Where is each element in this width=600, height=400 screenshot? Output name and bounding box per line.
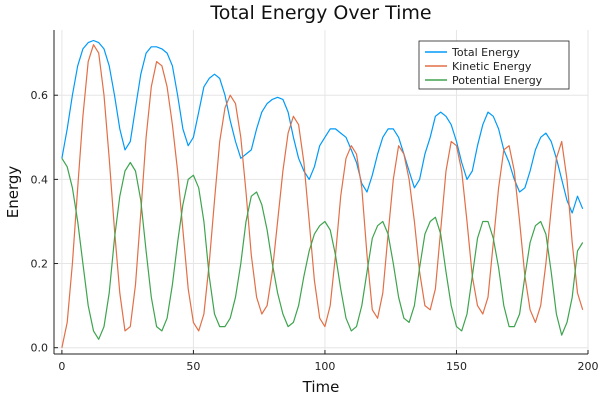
x-tick-label: 0: [58, 360, 65, 373]
series-line-potential-energy: [61, 157, 584, 340]
legend-label: Kinetic Energy: [452, 60, 532, 73]
legend-label: Total Energy: [451, 46, 520, 59]
x-tick-label: 50: [186, 360, 200, 373]
x-tick-label: 100: [314, 360, 335, 373]
ticks: 0 50 100 150 200 0.0 0.2 0.4 0.6: [31, 89, 599, 373]
y-tick-label: 0.6: [31, 89, 49, 102]
series-line-total-energy: [61, 39, 584, 214]
legend-box: [418, 40, 570, 90]
chart-title: Total Energy Over Time: [209, 2, 431, 24]
series-layer: [61, 39, 584, 348]
y-tick-label: 0.4: [31, 173, 49, 186]
axes: [53, 30, 588, 355]
series-line-kinetic-energy: [61, 44, 584, 348]
y-tick-label: 0.2: [31, 258, 49, 271]
y-axis-title: Energy: [4, 166, 22, 219]
x-axis-title: Time: [302, 378, 340, 396]
y-tick-label: 0.0: [31, 342, 49, 355]
x-tick-label: 200: [578, 360, 599, 373]
legend-label: Potential Energy: [452, 74, 543, 87]
x-tick-label: 150: [446, 360, 467, 373]
